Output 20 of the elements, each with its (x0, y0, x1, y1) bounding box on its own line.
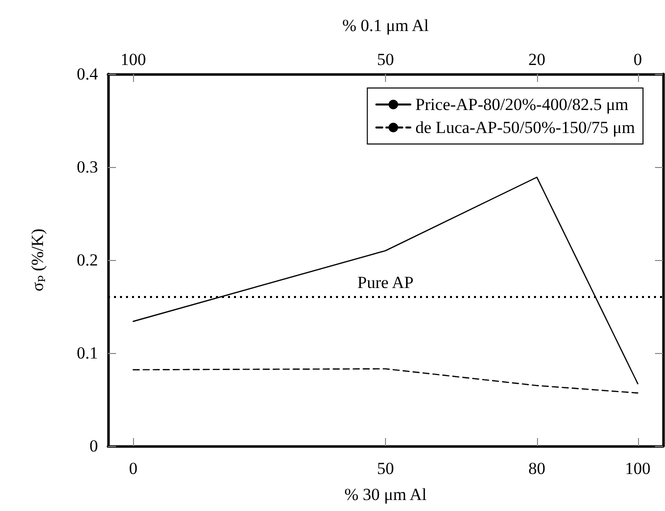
x-tick-label: 80 (528, 459, 546, 478)
line-series (132, 368, 638, 394)
y-tick-label: 0.4 (76, 64, 98, 84)
x2-tick-label: 100 (120, 50, 146, 69)
x2-tick-label: 0 (634, 50, 642, 69)
y-tick-label: 0.2 (76, 250, 98, 270)
x-tick-label: 0 (128, 459, 138, 478)
x-tick-label: 100 (625, 459, 651, 478)
y-tick-label: 0.1 (76, 344, 98, 362)
x2-tick-label: 20 (528, 50, 546, 69)
x2-axis-title: % 0.1 μm Al (342, 16, 430, 35)
legend-label: de Luca-AP-50/50%-150/75 μm (415, 118, 636, 137)
x2-tick-label: 50 (377, 50, 394, 69)
y-tick-label: 0.3 (76, 158, 98, 176)
x-tick-label: 50 (377, 459, 394, 478)
ref-line-label: Pure AP (357, 273, 414, 292)
x-axis-title: % 30 μm Al (344, 485, 427, 504)
y-axis-title: σₚ (%/K) (28, 228, 47, 292)
legend-label: Price-AP-80/20%-400/82.5 μm (415, 95, 628, 114)
y-tick-label: 0 (90, 436, 98, 456)
